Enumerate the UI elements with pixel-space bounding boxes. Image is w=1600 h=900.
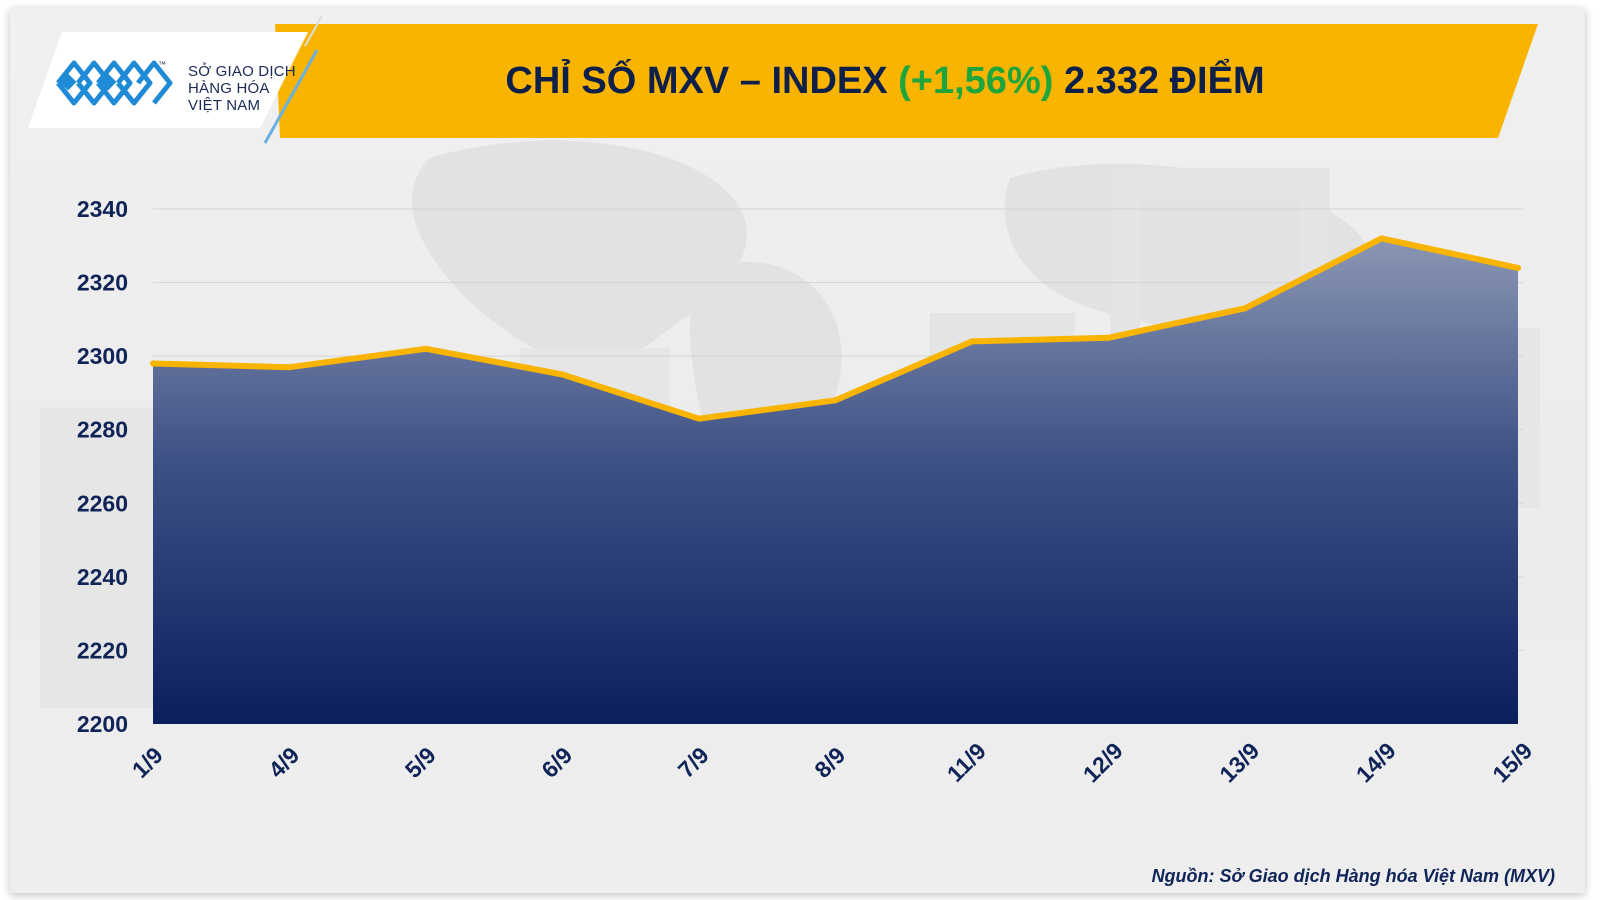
x-tick-label: 13/9	[1214, 737, 1264, 787]
chart-card: SỞ GIAO DỊCH HÀNG HÓA VIỆT NAM ™ CHỈ SỐ …	[10, 8, 1585, 893]
x-tick-label: 15/9	[1487, 737, 1537, 787]
x-tick-label: 7/9	[673, 742, 714, 783]
x-tick-label: 8/9	[809, 742, 850, 783]
x-tick-label: 12/9	[1078, 737, 1128, 787]
data-point	[286, 364, 293, 371]
data-point	[423, 345, 429, 352]
y-tick-label: 2260	[77, 490, 128, 516]
y-tick-label: 2220	[77, 637, 128, 663]
data-point	[150, 360, 156, 367]
x-tick-label: 11/9	[942, 738, 991, 787]
index-area	[153, 238, 1518, 724]
data-point	[1105, 334, 1112, 341]
title-prefix: CHỈ SỐ MXV – INDEX	[505, 60, 899, 102]
x-tick-label: 14/9	[1351, 737, 1401, 787]
logo-line-2: HÀNG HÓA	[188, 80, 270, 97]
x-axis-ticks: 1/9 4/9 5/9 6/9 7/9 8/9 11/9 12/9 13/9 14/9 15/9	[127, 737, 1538, 787]
data-point	[559, 371, 566, 378]
logo-line-1: SỞ GIAO DỊCH	[188, 63, 296, 80]
data-points	[150, 235, 1521, 422]
x-tick-label: 1/9	[127, 742, 168, 783]
y-tick-label: 2340	[77, 196, 128, 222]
y-axis-ticks: 2200 2220 2240 2260 2280 2300 2320 2340	[77, 196, 128, 737]
x-tick-label: 5/9	[400, 742, 441, 783]
accent-stripe-thin	[304, 15, 323, 47]
data-point	[969, 338, 975, 345]
logo-line-3: VIỆT NAM	[188, 97, 261, 114]
y-tick-label: 2240	[77, 564, 128, 590]
y-tick-label: 2200	[77, 711, 128, 737]
title-suffix: 2.332 ĐIỂM	[1053, 60, 1265, 102]
title-change-percent: (+1,56%)	[898, 60, 1054, 102]
accent-stripe	[263, 49, 319, 144]
x-tick-label: 4/9	[263, 742, 304, 783]
x-tick-label: 6/9	[536, 742, 577, 783]
y-tick-label: 2300	[77, 343, 128, 369]
banner-bar	[275, 24, 1538, 138]
logo-wordmark: SỞ GIAO DỊCH HÀNG HÓA VIỆT NAM	[188, 63, 296, 114]
data-point	[696, 415, 702, 422]
data-point	[1515, 264, 1521, 271]
index-chart: 2200 2220 2240 2260 2280 2300 2320 2340 1/9 4/9 5…	[77, 196, 1538, 787]
mxv-logo-icon	[56, 60, 173, 106]
logo-trademark: ™	[158, 60, 166, 69]
header-banner	[28, 15, 1538, 144]
y-tick-label: 2320	[77, 270, 128, 296]
data-point	[1378, 235, 1385, 242]
data-point	[832, 397, 839, 404]
data-point	[1242, 305, 1248, 312]
y-tick-label: 2280	[77, 417, 128, 443]
source-note: Nguồn: Sở Giao dịch Hàng hóa Việt Nam (M…	[1151, 866, 1555, 886]
page-title: CHỈ SỐ MXV – INDEX (+1,56%) 2.332 ĐIỂM	[310, 60, 1460, 103]
